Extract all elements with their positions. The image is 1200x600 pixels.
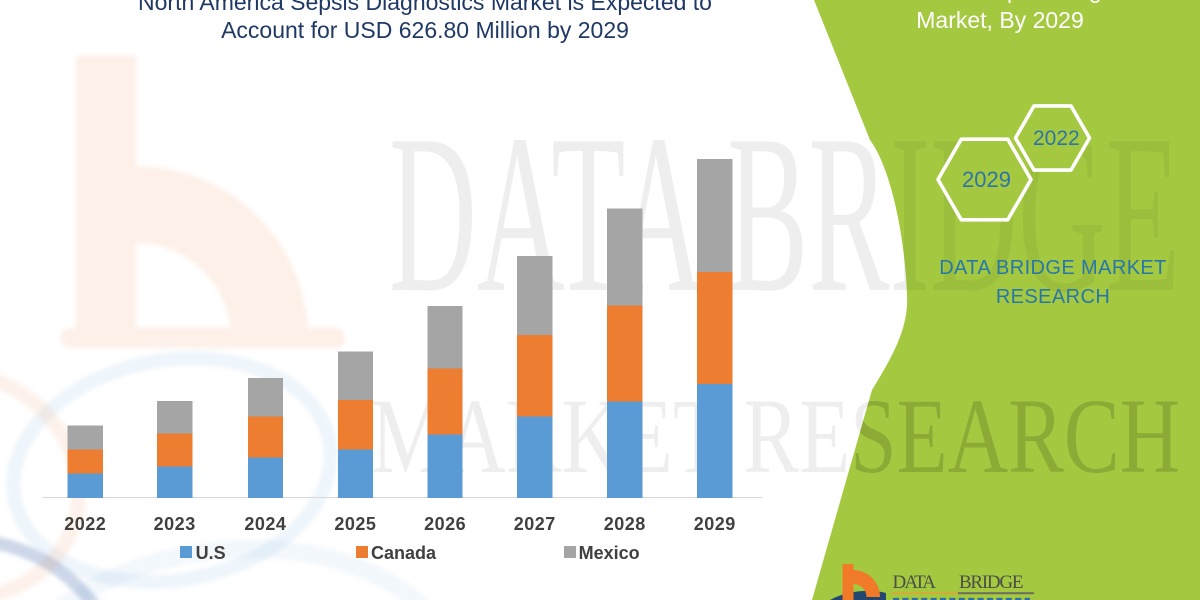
svg-text:MARKET RESEARCH: MARKET RESEARCH xyxy=(371,378,1180,496)
svg-text:DATA BRIDGE: DATA BRIDGE xyxy=(389,89,1180,340)
svg-text:BRIDGE: BRIDGE xyxy=(959,572,1024,593)
svg-text:DATA: DATA xyxy=(893,572,937,593)
